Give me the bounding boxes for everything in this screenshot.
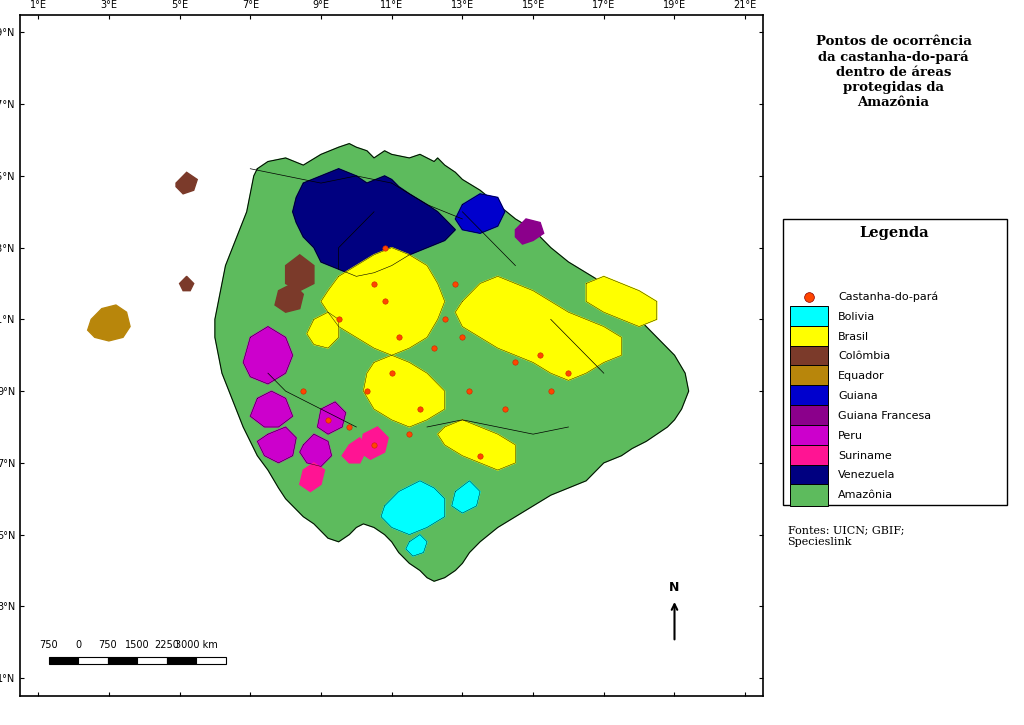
Bar xyxy=(790,365,828,387)
Point xyxy=(295,385,311,397)
Polygon shape xyxy=(586,276,656,326)
Bar xyxy=(78,657,108,663)
Polygon shape xyxy=(359,427,388,459)
Bar xyxy=(790,444,828,466)
Point xyxy=(358,385,375,397)
Point xyxy=(497,403,513,415)
Polygon shape xyxy=(243,326,293,384)
Polygon shape xyxy=(342,438,367,463)
Text: Castanha-do-pará: Castanha-do-pará xyxy=(838,291,938,302)
Polygon shape xyxy=(275,283,303,312)
Text: 3000 km: 3000 km xyxy=(175,640,217,650)
Polygon shape xyxy=(300,434,332,466)
Text: Amazônia: Amazônia xyxy=(838,490,893,500)
Point xyxy=(401,428,418,440)
Bar xyxy=(790,465,828,486)
Polygon shape xyxy=(176,173,198,194)
Point xyxy=(341,421,357,433)
Polygon shape xyxy=(88,305,130,341)
Polygon shape xyxy=(456,194,505,233)
Polygon shape xyxy=(300,463,325,492)
Polygon shape xyxy=(437,420,515,470)
Bar xyxy=(790,405,828,427)
Polygon shape xyxy=(321,248,444,355)
Point xyxy=(331,314,347,326)
Polygon shape xyxy=(515,219,544,244)
Text: Equador: Equador xyxy=(838,371,885,381)
Polygon shape xyxy=(293,169,456,276)
Bar xyxy=(790,326,828,347)
Point xyxy=(383,368,399,379)
Bar xyxy=(108,657,137,663)
Polygon shape xyxy=(257,427,296,463)
Bar xyxy=(790,306,828,328)
Point xyxy=(455,331,471,343)
Point xyxy=(436,314,453,326)
Text: 2250: 2250 xyxy=(155,640,179,650)
Polygon shape xyxy=(317,402,346,434)
Text: Peru: Peru xyxy=(838,431,863,441)
Polygon shape xyxy=(179,276,194,291)
Bar xyxy=(782,219,1007,505)
Bar xyxy=(790,425,828,447)
Text: Brasil: Brasil xyxy=(838,331,869,341)
Point xyxy=(507,357,523,368)
Text: N: N xyxy=(670,581,680,594)
Point xyxy=(366,278,382,289)
Bar xyxy=(196,657,225,663)
Bar xyxy=(790,484,828,506)
Text: Guiana Francesa: Guiana Francesa xyxy=(838,411,931,421)
Bar xyxy=(49,657,78,663)
Text: Bolivia: Bolivia xyxy=(838,312,876,322)
Text: 750: 750 xyxy=(98,640,117,650)
Point xyxy=(390,331,407,343)
Polygon shape xyxy=(456,276,622,381)
Point xyxy=(377,296,393,307)
Text: Fontes: UICN; GBIF;
Specieslink: Fontes: UICN; GBIF; Specieslink xyxy=(787,526,904,547)
Point xyxy=(560,368,577,379)
Point xyxy=(543,385,559,397)
Text: Guiana: Guiana xyxy=(838,392,878,401)
Polygon shape xyxy=(250,391,293,427)
Text: Colômbia: Colômbia xyxy=(838,352,890,362)
Point xyxy=(531,349,548,361)
Point xyxy=(319,414,336,426)
Point xyxy=(366,439,382,451)
Point xyxy=(412,403,428,415)
Text: 0: 0 xyxy=(75,640,81,650)
Bar xyxy=(790,346,828,368)
Bar xyxy=(167,657,196,663)
Polygon shape xyxy=(406,534,427,556)
Polygon shape xyxy=(452,481,480,513)
Text: Pontos de ocorrência
da castanha-do-pará
dentro de áreas
protegidas da
Amazônia: Pontos de ocorrência da castanha-do-pará… xyxy=(815,35,972,109)
Point xyxy=(461,385,477,397)
Polygon shape xyxy=(381,481,444,534)
Polygon shape xyxy=(307,312,339,348)
Bar xyxy=(137,657,167,663)
Point xyxy=(426,342,442,354)
Point xyxy=(377,242,393,254)
Polygon shape xyxy=(364,355,444,427)
Text: Legenda: Legenda xyxy=(860,225,930,240)
Text: 750: 750 xyxy=(40,640,58,650)
Point xyxy=(447,278,464,289)
Text: Venezuela: Venezuela xyxy=(838,471,896,481)
Point xyxy=(472,450,488,462)
Text: 1500: 1500 xyxy=(125,640,150,650)
Text: Suriname: Suriname xyxy=(838,451,892,460)
Polygon shape xyxy=(286,254,314,291)
Bar xyxy=(790,385,828,407)
Polygon shape xyxy=(215,144,688,581)
